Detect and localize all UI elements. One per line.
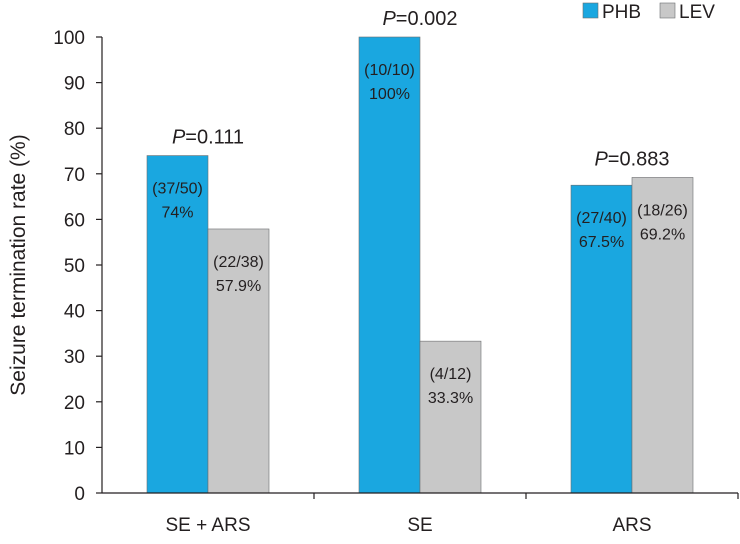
bar-phb [358, 36, 421, 494]
x-axis: SE + ARS SE ARS [102, 492, 739, 536]
bars-group [146, 36, 694, 494]
bar-data-label: (37/50) [152, 181, 203, 198]
p-value-label: P=0.111 [172, 127, 244, 149]
x-category-label: SE [407, 515, 432, 536]
p-number: =0.883 [608, 148, 670, 170]
bar-data-label: (18/26) [637, 202, 688, 219]
y-tick-label: 10 [64, 438, 85, 459]
y-tick-label: 0 [74, 484, 85, 505]
bar-data-label: 67.5% [579, 234, 624, 251]
y-axis-label: Seizure termination rate (%) [7, 134, 30, 395]
p-value-label: P=0.002 [382, 8, 457, 30]
y-tick-label: 70 [64, 165, 85, 186]
bar-lev [419, 340, 482, 494]
y-axis: 0 10 20 30 40 50 60 70 80 90 100 [53, 28, 103, 505]
p-symbol: P [172, 127, 186, 149]
bar-labels-group: (37/50) 74% (22/38) 57.9% (10/10) 100% (4/12) 3… [152, 62, 688, 407]
y-tick-label: 90 [64, 74, 85, 95]
bar-data-label: 57.9% [216, 278, 261, 295]
bar-data-label: 100% [369, 86, 410, 103]
p-number: =0.002 [396, 8, 458, 30]
bar-data-label: 69.2% [640, 226, 685, 243]
bar-data-label: 33.3% [428, 390, 473, 407]
p-symbol: P [382, 8, 396, 30]
bar-data-label: 74% [161, 205, 193, 222]
legend: PHB LEV [582, 2, 715, 23]
bar-lev [631, 177, 694, 494]
y-tick-label: 30 [64, 347, 85, 368]
bar-data-label: (4/12) [430, 366, 472, 383]
legend-label-phb: PHB [602, 2, 641, 23]
legend-swatch-lev [659, 2, 676, 19]
bar-phb [146, 155, 209, 494]
p-symbol: P [594, 148, 608, 170]
y-tick-label: 50 [64, 256, 85, 277]
legend-swatch-phb [582, 2, 599, 19]
p-value-label: P=0.883 [594, 148, 669, 170]
bar-data-label: (22/38) [213, 254, 264, 271]
y-tick-label: 60 [64, 210, 85, 231]
legend-label-lev: LEV [679, 2, 715, 23]
p-number: =0.111 [185, 127, 244, 149]
bar-data-label: (10/10) [364, 62, 415, 79]
y-tick-label: 100 [53, 28, 85, 49]
bar-lev [207, 228, 270, 494]
y-tick-label: 80 [64, 119, 85, 140]
x-category-label: SE + ARS [165, 515, 250, 536]
y-tick-label: 40 [64, 302, 85, 323]
y-tick-label: 20 [64, 393, 85, 414]
bar-data-label: (27/40) [576, 210, 627, 227]
bar-phb [570, 184, 633, 494]
x-category-label: ARS [612, 515, 651, 536]
